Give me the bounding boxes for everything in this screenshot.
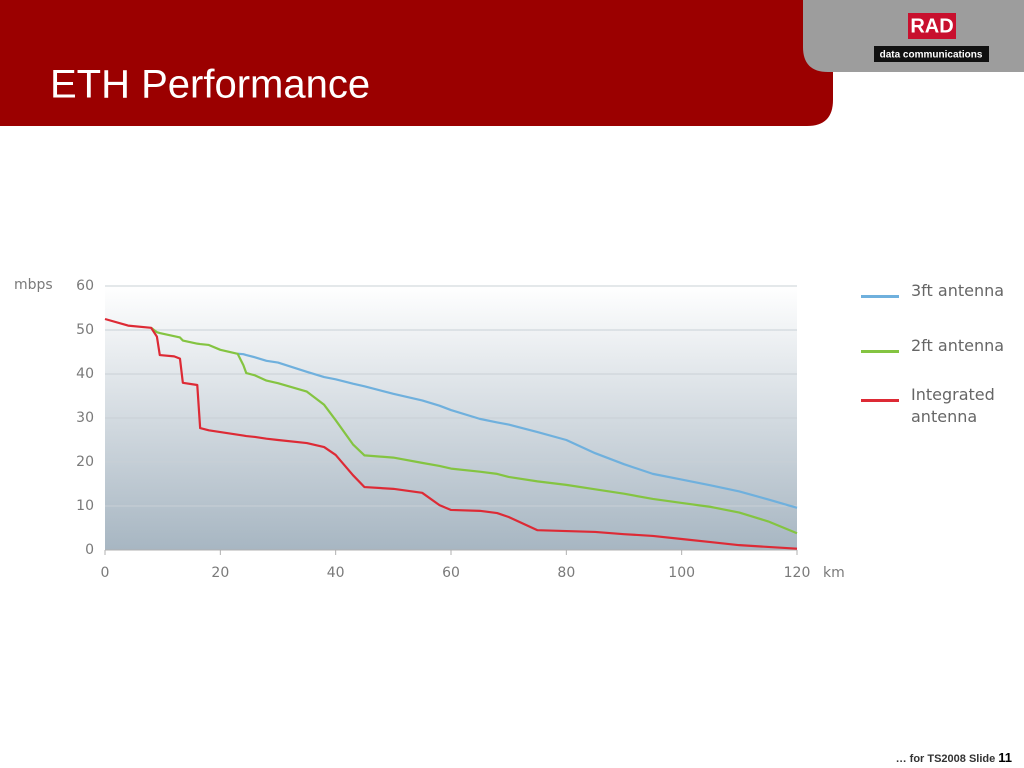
x-tick-label: 20: [211, 565, 229, 581]
legend-swatch: [861, 350, 899, 353]
series-line: [237, 352, 798, 509]
y-tick-label: 10: [76, 498, 94, 514]
logo-brand: RAD: [910, 15, 953, 37]
y-tick-label: 0: [85, 542, 94, 558]
logo-mark: [908, 13, 956, 39]
y-tick-label: 20: [76, 454, 94, 470]
x-tick-label: 80: [557, 565, 575, 581]
x-tick-label: 120: [784, 565, 811, 581]
legend-label: 2ft antenna: [911, 336, 1005, 355]
legend-label: Integrated antenna: [911, 385, 995, 426]
x-tick-label: 0: [101, 565, 110, 581]
footer-text: … for TS2008 Slide: [896, 753, 996, 765]
legend-label: 3ft antenna: [911, 281, 1005, 300]
x-axis-label: km: [823, 565, 845, 581]
series-line: [150, 326, 798, 535]
chart-title: ETH Performance: [50, 63, 370, 107]
logo-tagline: data communications: [880, 50, 983, 61]
y-tick-label: 50: [76, 322, 94, 338]
y-axis-label: mbps: [14, 277, 53, 293]
legend-swatch: [861, 295, 899, 298]
y-tick-label: 30: [76, 410, 94, 426]
x-tick-label: 100: [668, 565, 695, 581]
header-band: [0, 0, 833, 126]
logo-tag-box: [874, 46, 989, 62]
y-tick-label: 60: [76, 278, 94, 294]
footer: … for TS2008 Slide 11: [896, 750, 1012, 765]
legend-swatch: [861, 399, 899, 402]
page-number: 11: [998, 750, 1012, 765]
x-tick-label: 40: [327, 565, 345, 581]
x-tick-label: 60: [442, 565, 460, 581]
series-line: [104, 317, 798, 550]
y-tick-label: 40: [76, 366, 94, 382]
